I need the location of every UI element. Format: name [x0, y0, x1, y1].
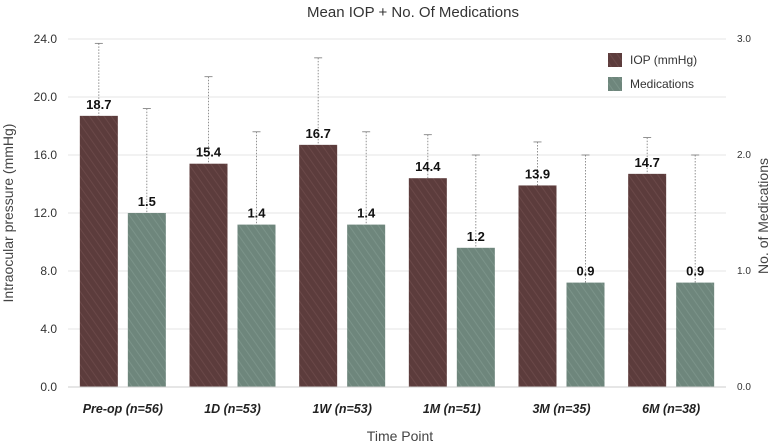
data-labels: 18.7 1.5 15.4 1.4 16.7 1.4 14.4 1.2 13.9 0.9 14.7 0… — [86, 97, 704, 279]
category-label: 6M (n=38) — [642, 402, 700, 416]
y-tick-label: 8.0 — [40, 264, 57, 278]
legend-label-medications: Medications — [630, 77, 694, 91]
data-label-iop: 14.4 — [415, 159, 441, 174]
category-label: 1M (n=51) — [423, 402, 481, 416]
bar-medications — [347, 224, 386, 387]
y-tick-label: 20.0 — [34, 90, 58, 104]
bar-iop — [408, 178, 447, 387]
category-label: 1W (n=53) — [312, 402, 371, 416]
bar-medications — [676, 282, 715, 387]
data-label-iop: 16.7 — [306, 126, 331, 141]
legend-swatch-iop — [608, 53, 622, 67]
data-label-medications: 1.4 — [247, 206, 266, 221]
legend-label-iop: IOP (mmHg) — [630, 53, 697, 67]
y2-tick-label: 1.0 — [737, 266, 751, 277]
category-label: Pre-op (n=56) — [83, 402, 163, 416]
gridlines — [68, 38, 726, 330]
bar-medications — [456, 247, 495, 387]
bar-medications — [566, 282, 605, 387]
x-axis-label: Time Point — [367, 428, 434, 444]
y-tick-label: 12.0 — [34, 206, 58, 220]
y-tick-label: 0.0 — [40, 380, 57, 394]
error-bars — [94, 42, 700, 283]
bar-medications — [237, 224, 276, 387]
y2-axis-label: No. of Medications — [755, 158, 771, 274]
y-tick-label: 24.0 — [34, 32, 58, 46]
data-label-medications: 1.2 — [467, 229, 485, 244]
bar-iop — [189, 163, 228, 387]
legend-swatch-medications — [608, 77, 622, 91]
data-label-iop: 13.9 — [525, 166, 550, 181]
left-axis-ticks: 0.0 4.0 8.0 12.0 16.0 20.0 24.0 — [34, 32, 58, 394]
y2-tick-label: 0.0 — [737, 382, 751, 393]
data-label-medications: 0.9 — [576, 264, 594, 279]
data-label-medications: 0.9 — [686, 264, 704, 279]
bar-iop — [299, 144, 338, 387]
category-labels: Pre-op (n=56) 1D (n=53) 1W (n=53) 1M (n=51)… — [83, 402, 700, 416]
category-label: 1D (n=53) — [204, 402, 261, 416]
bar-iop — [628, 173, 667, 387]
chart-title: Mean IOP + No. Of Medications — [307, 4, 519, 21]
bar-iop — [79, 115, 118, 387]
y-tick-label: 16.0 — [34, 148, 58, 162]
category-label: 3M (n=35) — [532, 402, 590, 416]
y-tick-label: 4.0 — [40, 322, 57, 336]
y-axis-label: Intraocular pressure (mmHg) — [0, 124, 16, 303]
bar-iop — [518, 185, 557, 387]
y2-tick-label: 3.0 — [737, 34, 751, 45]
legend: IOP (mmHg) Medications — [608, 53, 697, 91]
right-axis-ticks: 0.0 1.0 2.0 3.0 — [737, 34, 751, 393]
bars — [79, 115, 715, 387]
data-label-iop: 14.7 — [635, 155, 660, 170]
bar-medications — [127, 213, 166, 387]
data-label-iop: 15.4 — [196, 145, 222, 160]
data-label-medications: 1.4 — [357, 206, 376, 221]
data-label-medications: 1.5 — [138, 194, 156, 209]
y2-tick-label: 2.0 — [737, 150, 751, 161]
data-label-iop: 18.7 — [86, 97, 111, 112]
